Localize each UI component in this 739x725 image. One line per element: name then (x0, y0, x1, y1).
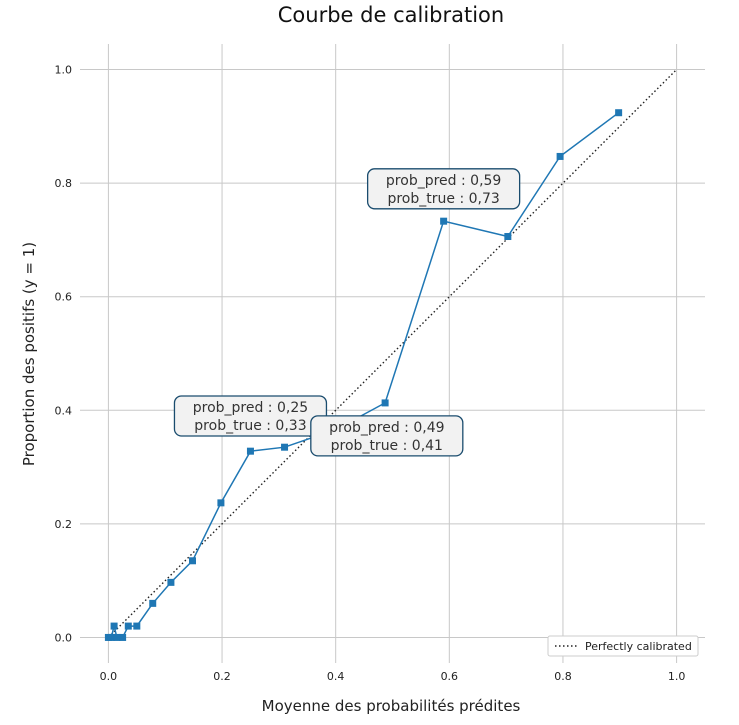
y-tick-label: 0.2 (55, 518, 73, 531)
data-point-marker (556, 152, 564, 160)
data-point-marker (615, 109, 623, 117)
perfectly-calibrated-line (107, 69, 678, 638)
y-tick-label: 0.8 (55, 177, 73, 190)
data-point-marker (149, 599, 157, 607)
legend-label: Perfectly calibrated (585, 640, 692, 653)
x-axis-label: Moyenne des probabilités prédites (262, 697, 521, 715)
calibration-curve-line (108, 112, 620, 639)
perfect-calibration-line (107, 69, 678, 638)
data-point-marker (381, 399, 389, 407)
x-tick-label: 0.4 (327, 670, 345, 683)
data-point-marker (189, 557, 196, 565)
x-tick-label: 0.2 (213, 670, 231, 683)
data-point-marker (440, 217, 448, 225)
legend-box (547, 635, 699, 657)
x-tick-label: 0.0 (100, 670, 118, 683)
chart-title: Courbe de calibration (278, 3, 504, 27)
y-tick-label: 0.6 (55, 291, 73, 304)
grid-lines (80, 44, 705, 663)
x-tick-label: 0.6 (441, 670, 459, 683)
tick-labels: 0.0 0.2 0.4 0.6 0.8 1.0 0.0 0.2 0.4 0.6 0.8 1.0 (55, 64, 686, 683)
data-point-marker (217, 499, 225, 507)
x-tick-label: 1.0 (668, 670, 686, 683)
data-point-marker (281, 443, 289, 451)
annotation-frame (366, 168, 521, 210)
data-point-marker (246, 447, 254, 455)
y-axis-label: Proportion des positifs (y = 1) (20, 242, 38, 466)
annotation-prob-pred: prob_pred : 0,59 (386, 173, 501, 189)
annotation-prob-true: prob_true : 0,73 (387, 191, 499, 207)
data-point-marker (504, 233, 512, 241)
y-tick-label: 0.0 (55, 631, 73, 644)
annotation-prob-true: prob_true : 0,41 (331, 438, 443, 454)
data-point-marker (113, 633, 121, 641)
legend: Perfectly calibrated (547, 635, 699, 657)
annotation-prob-pred: prob_pred : 0,25 (193, 400, 308, 416)
annotation-box: prob_pred : 0,49 prob_true : 0,41 (310, 415, 464, 457)
annotation-prob-true: prob_true : 0,33 (194, 418, 306, 434)
data-point-marker (133, 622, 141, 630)
calibration-series (104, 109, 623, 641)
data-point-marker (119, 633, 127, 641)
y-tick-label: 0.4 (55, 404, 73, 417)
data-point-marker (107, 633, 115, 641)
annotation-box: prob_pred : 0,25 prob_true : 0,33 (173, 395, 328, 437)
x-tick-label: 0.8 (554, 670, 572, 683)
annotation-frame (310, 415, 464, 457)
y-tick-label: 1.0 (55, 64, 73, 77)
data-point-marker (167, 578, 175, 586)
data-point-marker (124, 622, 132, 630)
data-point-marker (110, 622, 118, 630)
annotation-prob-pred: prob_pred : 0,49 (329, 420, 444, 436)
annotation-box: prob_pred : 0,59 prob_true : 0,73 (366, 168, 521, 210)
